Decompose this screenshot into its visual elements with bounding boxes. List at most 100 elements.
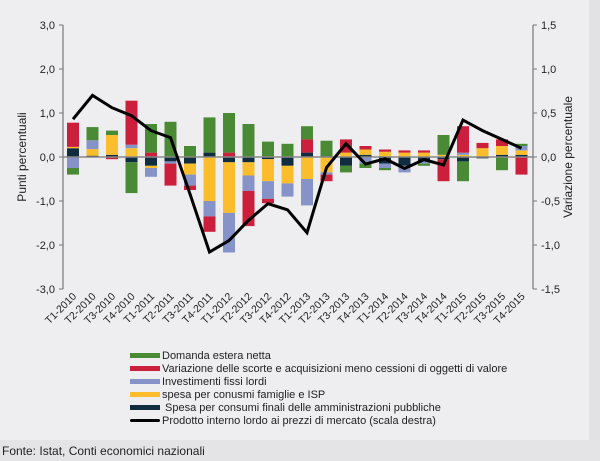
legend: Domanda estera netta Variazione delle sco… [130,349,507,427]
y-tick-label-left: -2,0 [36,240,55,252]
bar-segment-estera [301,126,313,140]
bar-segment-pa [164,157,177,162]
bar-segment-estera [184,146,196,157]
bar-segment-scorte [398,150,411,153]
bar-segment-pa [125,157,138,163]
bar-segment-estera [262,141,274,157]
bar-segment-fam [398,152,411,157]
bar-segment-scorte [359,146,372,150]
bar-segment-fam [145,165,157,168]
bar-segment-scorte [262,198,274,204]
bar-segment-pa [496,154,508,157]
bar-segment-fam [359,149,372,155]
legend-swatch [130,392,160,397]
legend-swatch [130,379,160,384]
bar-segment-inv [67,157,79,168]
bar-segment-scorte [320,174,333,182]
bar-segment-fam [242,162,255,176]
bar-segment-pa [145,157,157,166]
bar-segment-scorte [515,157,528,175]
bar-segment-inv [301,179,313,206]
labels: 3,0 2,0 1,0 0,0 -1,0 -2,0 -3,0 1,5 1,0 0,5 0,0 -0,5… [36,20,560,327]
bar-segment-fam [418,152,430,157]
bar-segment-scorte [145,152,157,157]
source-note: Fonte: Istat, Conti economici nazionali [2,444,205,458]
bar-segment-scorte [164,163,177,186]
legend-label: Spesa per consumi finali delle amministr… [162,401,441,414]
bar-segment-inv [203,201,216,217]
bar-segment-inv [184,174,196,186]
legend-line-swatch [130,419,160,422]
bar-segment-estera [67,168,79,175]
bar-segment-scorte [496,139,508,146]
side-strip [589,0,600,440]
bar-segment-estera [125,162,138,194]
bar-segment-inv [242,175,255,191]
bar-segment-fam [379,151,391,157]
bar-segment-inv [86,140,99,150]
y-tick-label-right: 1,5 [541,20,556,32]
bar-segment-scorte [476,142,489,149]
y-tick-label-left: 1,0 [40,108,55,120]
bar-segment-scorte [106,157,118,160]
bar-segment-fam [281,165,294,184]
bar-segment-fam [203,157,216,201]
bar-segment-estera [359,163,372,168]
legend-label: spesa per conusmi famiglie e ISP [162,388,326,401]
y-tick-label-left: 0,0 [40,152,55,164]
bar-segment-scorte [301,139,313,153]
legend-label: Domanda estera netta [162,349,271,362]
bar-segment-inv [164,161,177,164]
legend-item: Domanda estera netta [130,349,507,362]
bar-segment-scorte [223,152,235,157]
bar-segment-pa [398,157,411,166]
bar-segment-pa [301,152,313,157]
bar-segment-pa [359,154,372,157]
bar-segment-fam [301,157,313,179]
bar-segment-estera [457,161,469,182]
bars [67,100,528,253]
bar-segment-scorte [203,216,216,232]
y-tick-label-left: -1,0 [36,196,55,208]
bar-segment-estera [203,117,216,153]
bar-segment-pa [106,154,118,157]
y-tick-label-right: 1,0 [541,64,556,76]
legend-item: Spesa per consumi finali delle amministr… [130,401,507,414]
bar-segment-pa [281,157,294,166]
bar-segment-scorte [125,100,138,145]
y-tick-label-right: -1,0 [541,240,560,252]
bar-segment-estera [223,113,235,153]
bar-segment-pa [340,157,352,166]
legend-item: Investimenti fissi lordi [130,375,507,388]
bar-segment-inv [281,183,294,197]
legend-label: Variazione delle scorte e acquisizioni m… [162,362,508,375]
bar-segment-fam [320,157,333,173]
bar-segment-fam [515,150,528,155]
y-axis-left-title: Punti percentuali [15,112,29,201]
bar-segment-estera [106,130,118,135]
bar-segment-estera [281,143,294,157]
bar-segment-inv [457,152,469,155]
bar-segment-inv [379,163,391,168]
bar-segment-pa [203,152,216,157]
bar-segment-fam [457,154,469,157]
y-tick-label-right: -0,5 [541,196,560,208]
bar-segment-fam [106,135,118,155]
y-tick-label-right: -1,5 [541,284,560,296]
legend-swatch [130,353,160,358]
y-tick-label-left: -3,0 [36,284,55,296]
y-axis-right-title: Variazione percentuale [561,96,575,218]
bar-segment-pa [262,157,274,160]
bar-segment-fam [184,163,196,175]
legend-swatch [130,366,160,371]
bar-segment-fam [125,148,138,157]
bar-segment-pa [67,148,79,157]
bar-segment-pa [457,157,469,162]
y-tick-label-right: 0,5 [541,108,556,120]
bar-segment-estera [496,157,508,171]
bar-segment-fam [496,146,508,155]
legend-label: Investimenti fissi lordi [162,375,267,388]
bar-segment-fam [86,149,99,156]
y-tick-label-left: 2,0 [40,64,55,76]
bar-segment-estera [320,140,333,157]
